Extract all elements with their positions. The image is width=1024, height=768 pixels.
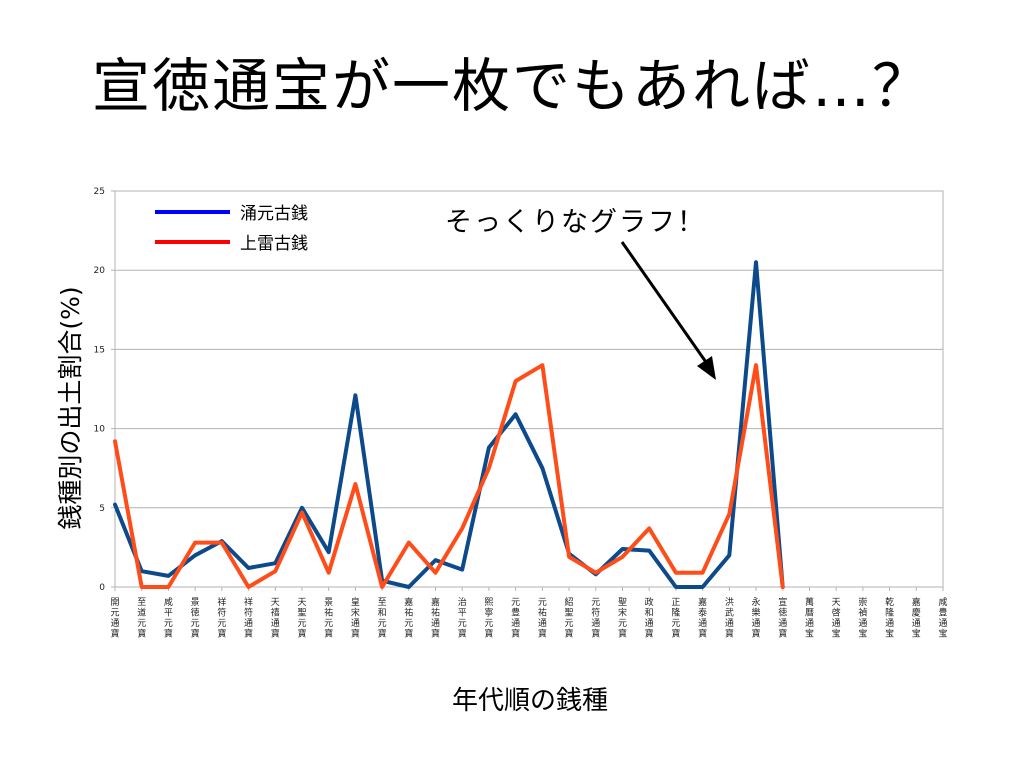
- y-tick-label: 10: [94, 425, 106, 435]
- x-tick-label: 嘉祐通寶: [431, 596, 440, 640]
- y-tick-label: 5: [99, 504, 105, 514]
- x-tick-label: 乾隆通宝: [885, 596, 894, 640]
- x-tick-label: 紹聖元寶: [565, 596, 574, 640]
- x-tick-label: 正隆元寶: [671, 598, 680, 640]
- x-tick-label: 政和通寶: [645, 596, 654, 640]
- x-tick-label: 天禧通寶: [271, 598, 280, 640]
- x-tick-label: 皇宋通寶: [351, 596, 360, 640]
- x-tick-label: 天聖元寶: [297, 598, 306, 640]
- y-tick-label: 20: [94, 266, 106, 276]
- legend-label: 上雷古銭: [240, 234, 308, 254]
- x-tick-label: 熙寧元寶: [484, 597, 493, 640]
- x-tick-label: 永樂通寶: [752, 596, 761, 640]
- x-tick-label: 嘉泰通寶: [698, 596, 707, 640]
- y-axis-label-wrap: 銭種別の出土割合(%): [44, 286, 85, 540]
- y-tick-label: 0: [99, 583, 105, 593]
- legend-label: 涌元古銭: [240, 204, 308, 224]
- x-tick-label: 洪武通寶: [725, 596, 734, 640]
- annotation-arrow-head: [697, 356, 716, 380]
- slide-title: 宣徳通宝が一枚でもあれば…？: [91, 52, 932, 120]
- x-tick-label: 聖宋元寶: [618, 597, 627, 640]
- x-tick-label: 天啓通宝: [832, 598, 841, 640]
- x-tick-label: 萬曆通宝: [805, 596, 814, 640]
- x-tick-label: 祥符通寶: [244, 596, 253, 640]
- x-tick-label: 元豊通寶: [511, 598, 520, 640]
- x-tick-label: 咸豊通宝: [938, 596, 947, 640]
- annotation-arrow-line: [620, 241, 710, 366]
- series-line: [113, 260, 785, 589]
- x-axis-label: 年代順の銭種: [451, 686, 608, 716]
- x-tick-label: 至道元寶: [137, 597, 146, 640]
- x-tick-label: 至和元寶: [378, 597, 387, 640]
- y-tick-label: 25: [94, 187, 105, 197]
- x-tick-label: 元祐通寶: [538, 598, 547, 640]
- x-tick-label: 咸平元寶: [164, 596, 173, 640]
- x-tick-label: 祥符元寶: [217, 596, 226, 640]
- x-tick-label: 嘉慶通宝: [912, 596, 921, 640]
- annotation-text: そっくりなグラフ！: [445, 207, 706, 238]
- x-tick-label: 治平元寶: [458, 596, 467, 640]
- x-tick-label: 元符通寶: [591, 598, 600, 640]
- y-tick-label: 15: [94, 345, 105, 355]
- x-tick-label: 景徳元寶: [191, 597, 200, 640]
- x-tick-label: 開元通寶: [110, 597, 119, 640]
- series-line: [113, 363, 785, 589]
- x-tick-label: 景祐元寶: [324, 597, 333, 640]
- x-tick-label: 嘉祐元寶: [404, 596, 413, 640]
- x-tick-label: 崇禎通宝: [858, 597, 867, 640]
- y-axis-label: 銭種別の出土割合(%): [56, 286, 85, 530]
- x-tick-label: 宣徳通寶: [778, 596, 787, 640]
